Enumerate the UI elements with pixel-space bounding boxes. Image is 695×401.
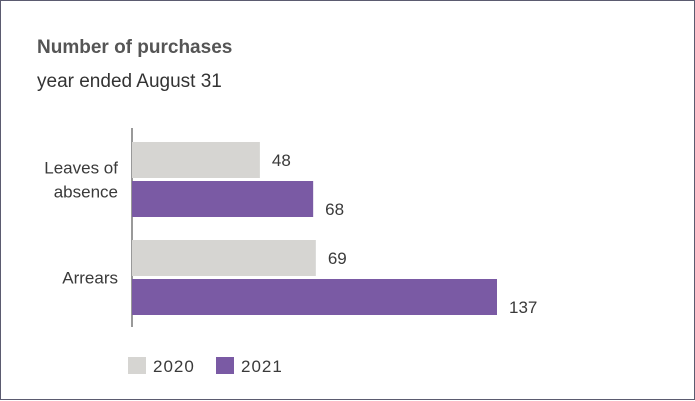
bar-2020-0: [132, 142, 260, 178]
data-label: 69: [328, 249, 347, 268]
bar-2021-1: [132, 279, 497, 315]
legend-swatch-2020: [128, 357, 146, 374]
chart-subtitle: year ended August 31: [37, 71, 222, 92]
data-label: 68: [325, 200, 344, 219]
legend-swatch-2021: [216, 357, 234, 374]
data-label: 48: [272, 151, 291, 170]
bar-2020-1: [132, 240, 316, 276]
legend-label: 2021: [241, 357, 283, 376]
legend-label: 2020: [153, 357, 195, 376]
category-label: Leaves of absence: [44, 159, 118, 202]
category-label: Arrears: [62, 269, 118, 288]
bar-2021-0: [132, 181, 314, 217]
data-label: 137: [509, 298, 537, 317]
chart-title: Number of purchases: [37, 37, 233, 58]
